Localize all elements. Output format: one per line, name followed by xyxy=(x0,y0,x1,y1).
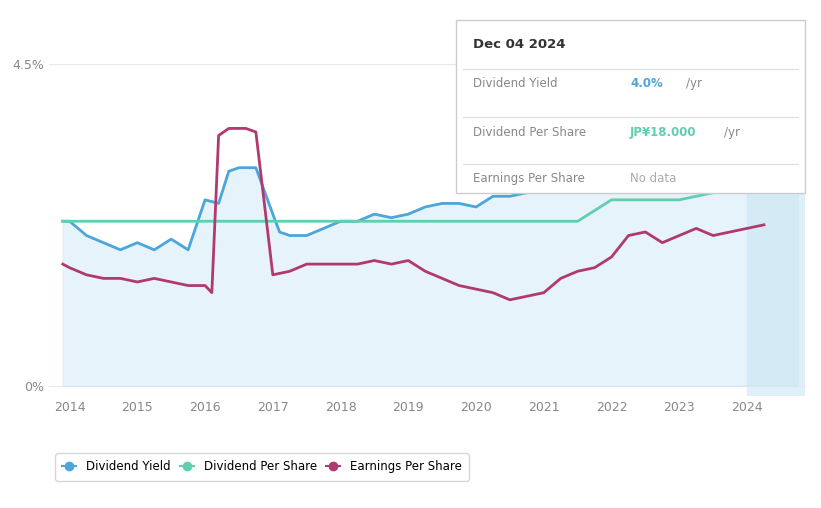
Text: Dividend Yield: Dividend Yield xyxy=(473,77,557,90)
Text: No data: No data xyxy=(631,172,677,185)
Legend: Dividend Yield, Dividend Per Share, Earnings Per Share: Dividend Yield, Dividend Per Share, Earn… xyxy=(55,453,469,481)
Text: Dec 04 2024: Dec 04 2024 xyxy=(473,38,566,51)
Bar xyxy=(747,36,805,396)
Text: /yr: /yr xyxy=(724,125,741,139)
Text: Earnings Per Share: Earnings Per Share xyxy=(473,172,585,185)
Text: JP¥18.000: JP¥18.000 xyxy=(631,125,696,139)
Text: /yr: /yr xyxy=(686,77,702,90)
Text: Past: Past xyxy=(749,53,774,67)
Text: Dividend Per Share: Dividend Per Share xyxy=(473,125,586,139)
Text: 4.0%: 4.0% xyxy=(631,77,663,90)
FancyBboxPatch shape xyxy=(456,20,805,193)
